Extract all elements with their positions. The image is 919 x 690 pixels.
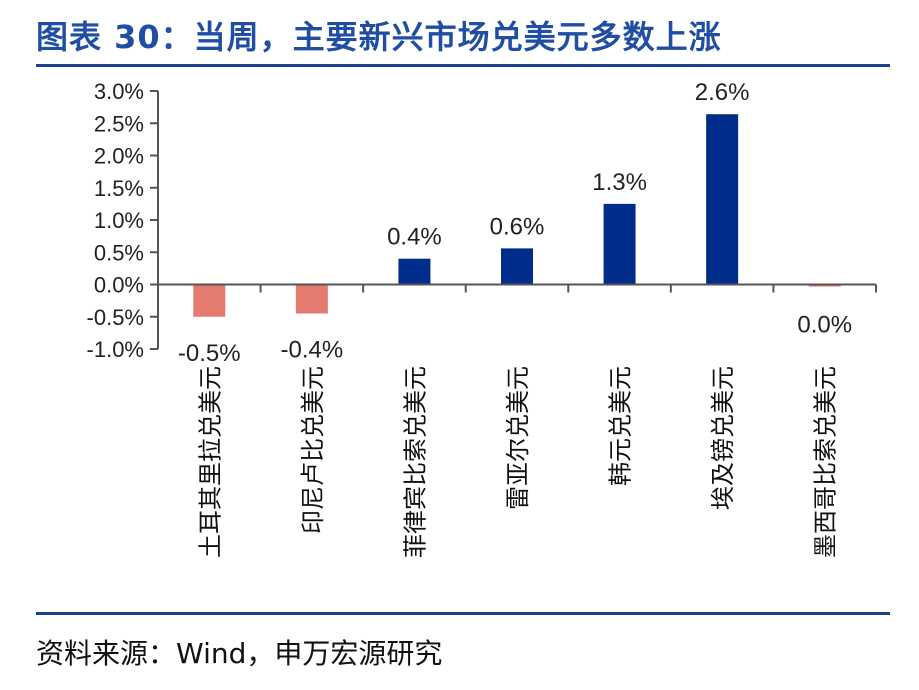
data-label: 0.4% <box>387 224 442 251</box>
title-divider <box>36 64 890 67</box>
bar <box>603 203 636 285</box>
y-tick-label: -0.5% <box>87 305 144 330</box>
category-label: 菲律宾比索兑美元 <box>401 366 429 558</box>
data-label: 2.6% <box>695 79 750 106</box>
data-label: 1.3% <box>592 169 647 196</box>
category-label: 墨西哥比索兑美元 <box>812 366 840 558</box>
y-tick-label: 1.0% <box>94 208 144 233</box>
category-labels: 土耳其里拉兑美元 印尼卢比兑美元 菲律宾比索兑美元 雷亚尔兑美元 韩元兑美元 埃及镑兑美元… <box>196 366 839 558</box>
source-divider <box>36 612 890 615</box>
y-tick-label: -1.0% <box>87 337 144 362</box>
bar <box>501 248 533 285</box>
bar <box>398 258 431 285</box>
y-tick-label: 0.0% <box>94 273 144 298</box>
bar <box>706 114 739 285</box>
category-label: 韩元兑美元 <box>607 366 635 486</box>
x-axis <box>157 283 877 293</box>
category-label: 印尼卢比兑美元 <box>299 366 327 534</box>
category-label: 雷亚尔兑美元 <box>504 366 532 510</box>
chart-title: 图表 30：当周，主要新兴市场兑美元多数上涨 <box>36 18 722 56</box>
y-tick-label: 1.5% <box>94 176 144 201</box>
bars <box>193 114 841 317</box>
y-tick-label: 2.5% <box>94 111 144 136</box>
source-note: 资料来源：Wind，申万宏源研究 <box>36 637 443 670</box>
y-tick-label: 3.0% <box>94 79 144 104</box>
data-label: 0.6% <box>490 213 545 240</box>
data-label: -0.4% <box>281 337 344 364</box>
data-label: 0.0% <box>797 312 852 339</box>
category-label: 埃及镑兑美元 <box>709 366 737 510</box>
y-axis: 3.0% 2.5% 2.0% 1.5% 1.0% 0.5% 0.0% -0.5% -1.0% <box>87 79 159 362</box>
y-tick-label: 2.0% <box>94 144 144 169</box>
bar <box>295 284 328 314</box>
data-labels: -0.5% -0.4% 0.4% 0.6% 1.3% 2.6% 0.0% <box>178 79 852 367</box>
data-label: -0.5% <box>178 340 241 367</box>
category-label: 土耳其里拉兑美元 <box>196 366 224 558</box>
y-tick-label: 0.5% <box>94 240 144 265</box>
bar-chart: 3.0% 2.5% 2.0% 1.5% 1.0% 0.5% 0.0% -0.5% -1.0% -… <box>87 79 877 558</box>
bar <box>193 284 226 317</box>
